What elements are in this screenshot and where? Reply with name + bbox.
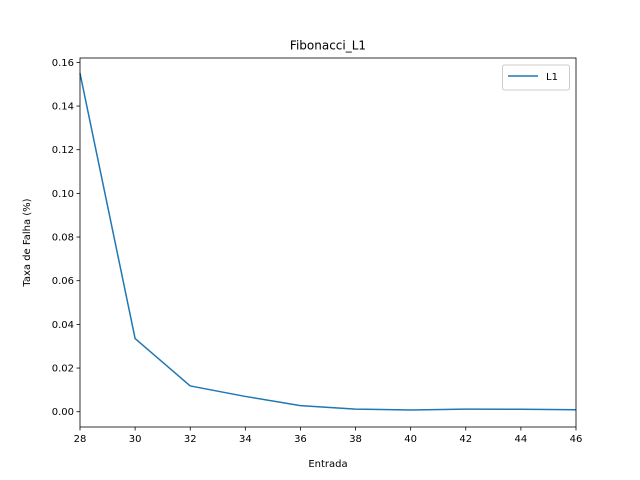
plot-frame xyxy=(79,57,577,428)
x-tick-label: 44 xyxy=(515,434,528,445)
chart-title: Fibonacci_L1 xyxy=(290,39,366,53)
x-tick-label: 38 xyxy=(349,434,362,445)
x-tick-label: 30 xyxy=(129,434,142,445)
series-line-L1 xyxy=(79,73,577,411)
y-axis-label: Taxa de Falha (%) xyxy=(22,198,33,287)
series-layer xyxy=(79,73,577,411)
x-tick-label: 28 xyxy=(74,434,87,445)
x-tick-label: 46 xyxy=(570,434,583,445)
x-tick-label: 34 xyxy=(239,434,252,445)
x-tick-label: 40 xyxy=(404,434,417,445)
legend-label-L1: L1 xyxy=(546,72,558,83)
y-tick-label: 0.06 xyxy=(52,276,74,287)
y-tick-label: 0.12 xyxy=(52,145,74,156)
y-tick-label: 0.14 xyxy=(52,102,74,113)
y-tick-label: 0.08 xyxy=(52,233,74,244)
x-axis-label: Entrada xyxy=(308,459,347,470)
y-tick-label: 0.00 xyxy=(52,407,74,418)
y-tick-label: 0.04 xyxy=(52,320,74,331)
x-tick-label: 32 xyxy=(184,434,197,445)
legend: L1 xyxy=(502,64,570,91)
y-tick-label: 0.02 xyxy=(52,364,74,375)
x-tick-label: 42 xyxy=(459,434,472,445)
y-axis: 0.00 0.02 0.04 0.06 0.08 0.10 0.12 0.14 0.16 xyxy=(52,58,80,418)
y-tick-label: 0.16 xyxy=(52,58,74,69)
legend-box xyxy=(502,64,570,91)
y-tick-label: 0.10 xyxy=(52,189,74,200)
x-axis: 28 30 32 34 36 38 40 42 44 46 xyxy=(74,427,583,445)
x-tick-label: 36 xyxy=(294,434,307,445)
